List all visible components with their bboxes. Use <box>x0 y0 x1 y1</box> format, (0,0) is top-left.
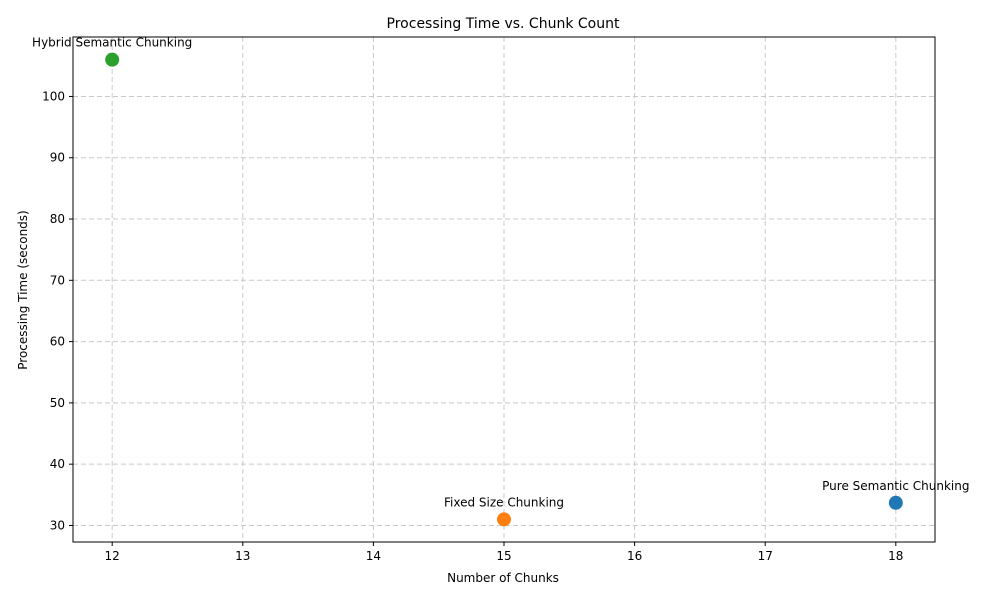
data-point <box>105 52 120 67</box>
point-label: Hybrid Semantic Chunking <box>32 36 192 50</box>
y-tick-label: 80 <box>50 212 65 226</box>
y-tick-label: 30 <box>50 518 65 532</box>
x-axis: 12 13 14 15 16 17 18 <box>105 542 903 563</box>
x-tick-label: 12 <box>105 549 120 563</box>
y-tick-label: 90 <box>50 151 65 165</box>
y-axis-label: Processing Time (seconds) <box>16 210 30 370</box>
chart-title: Processing Time vs. Chunk Count <box>387 16 620 32</box>
x-tick-label: 17 <box>758 549 773 563</box>
x-tick-label: 15 <box>496 549 511 563</box>
data-points <box>105 52 903 527</box>
x-axis-label: Number of Chunks <box>447 571 559 585</box>
y-axis: 30 40 50 60 70 80 90 100 <box>42 89 73 532</box>
point-label: Pure Semantic Chunking <box>822 479 969 493</box>
data-point <box>888 495 903 510</box>
y-tick-label: 70 <box>50 273 65 287</box>
x-tick-label: 14 <box>366 549 381 563</box>
point-annotations: Pure Semantic Chunking Fixed Size Chunkin… <box>32 36 969 510</box>
y-tick-label: 40 <box>50 457 65 471</box>
y-tick-label: 50 <box>50 396 65 410</box>
x-tick-label: 16 <box>627 549 642 563</box>
y-tick-label: 100 <box>42 89 65 103</box>
y-tick-label: 60 <box>50 335 65 349</box>
x-tick-label: 18 <box>888 549 903 563</box>
point-label: Fixed Size Chunking <box>444 495 564 509</box>
data-point <box>497 512 511 527</box>
x-tick-label: 13 <box>235 549 250 563</box>
grid-lines <box>73 37 935 542</box>
